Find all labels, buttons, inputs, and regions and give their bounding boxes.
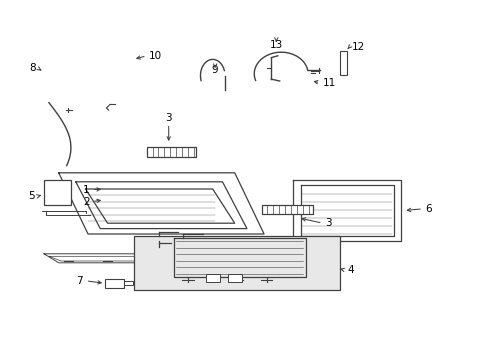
Text: 5: 5 xyxy=(28,191,35,201)
Text: 8: 8 xyxy=(29,63,36,73)
Bar xyxy=(123,281,132,285)
Bar xyxy=(261,205,312,214)
Text: 1: 1 xyxy=(82,185,89,195)
Bar xyxy=(146,147,195,157)
Text: 10: 10 xyxy=(149,51,162,61)
Text: 2: 2 xyxy=(82,197,89,207)
Text: 11: 11 xyxy=(322,78,335,88)
Text: 4: 4 xyxy=(346,265,353,275)
Text: 3: 3 xyxy=(325,218,331,228)
Bar xyxy=(105,279,123,288)
Text: 12: 12 xyxy=(351,42,365,52)
Text: 6: 6 xyxy=(425,204,431,214)
Bar xyxy=(44,180,71,205)
Bar xyxy=(227,274,241,282)
Bar xyxy=(339,51,346,75)
Text: 9: 9 xyxy=(211,65,218,75)
Text: 7: 7 xyxy=(76,276,83,286)
Text: 3: 3 xyxy=(165,113,172,123)
Bar xyxy=(205,274,219,282)
Bar xyxy=(134,236,339,290)
Text: 13: 13 xyxy=(269,40,283,50)
